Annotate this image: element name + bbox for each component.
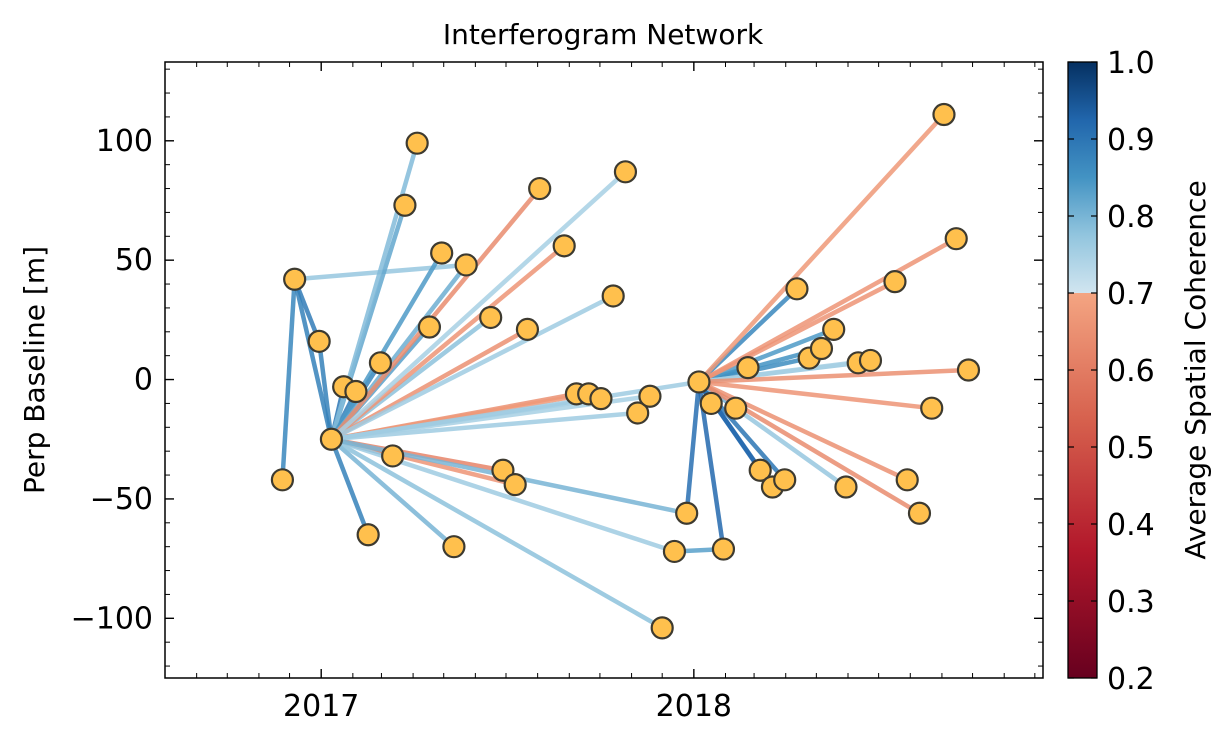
colorbar-tick-label: 0.7: [1107, 277, 1155, 312]
x-tick-label: 2017: [283, 689, 359, 724]
colorbar-tick-label: 0.6: [1107, 354, 1155, 389]
acquisition-point: [442, 535, 466, 559]
acquisition-point: [430, 241, 454, 265]
pair-line-d-t: [329, 187, 542, 441]
acquisition-point: [711, 537, 736, 561]
colorbar-tick-label: 0.8: [1107, 200, 1155, 235]
acquisition-point: [895, 468, 919, 492]
acquisition-point: [417, 315, 442, 339]
pair-line-af-ax: [698, 379, 932, 411]
acquisition-point: [503, 473, 527, 497]
pair-line-d-aa: [331, 410, 638, 442]
acquisition-point: [687, 370, 711, 394]
x-tick-label: 2018: [656, 689, 732, 724]
pair-line-a-b: [280, 279, 297, 480]
pair-line-af-az: [697, 236, 958, 384]
acquisition-point: [662, 539, 687, 564]
colorbar-tick-label: 0.2: [1107, 662, 1155, 697]
acquisition-point: [858, 348, 883, 373]
y-tick-label: 50: [115, 243, 153, 278]
acquisition-point: [393, 193, 417, 217]
pair-line-af-ba: [698, 367, 969, 385]
acquisition-point: [699, 391, 723, 416]
y-tick-label: −100: [71, 601, 153, 636]
acquisition-point: [675, 501, 699, 525]
pair-line-af-aq: [698, 327, 835, 385]
acquisition-point: [454, 253, 478, 277]
acquisition-point: [920, 396, 944, 420]
acquisition-point: [785, 277, 809, 301]
plot-frame: [164, 61, 1044, 679]
chart-title: Interferogram Network: [443, 18, 764, 51]
colorbar-tick-label: 1.0: [1107, 46, 1155, 81]
colorbar-low-segment: [1068, 293, 1097, 678]
pair-line-af-at: [698, 358, 871, 385]
acquisition-point: [638, 384, 662, 408]
colorbar: 1.0 0.9 0.8 0.7 0.6 0.5 0.4 0.3 0.2 Average Spati…: [1067, 46, 1212, 697]
acquisition-point: [650, 616, 674, 640]
pair-line-af-ae: [684, 381, 702, 514]
y-tick-label: 100: [96, 124, 153, 159]
acquisition-point: [932, 102, 956, 127]
acquisition-point: [601, 284, 625, 308]
acquisition-point: [368, 351, 393, 375]
pair-line-d-af: [331, 379, 700, 442]
acquisition-point: [283, 267, 307, 291]
pair-line-d-m: [329, 251, 444, 441]
acquisition-point: [344, 379, 368, 404]
acquisition-point: [528, 176, 552, 201]
axis-ticks: 100 50 0 −50 −100 2017 2018: [71, 62, 1043, 724]
y-tick-label: 0: [134, 363, 153, 398]
y-tick-label: −50: [90, 482, 153, 517]
acquisition-point: [515, 317, 540, 342]
pair-line-d-z: [329, 170, 627, 441]
acquisition-points: [270, 102, 981, 640]
pair-line-d-y: [330, 293, 615, 442]
acquisition-point: [479, 305, 503, 330]
colorbar-high-segment: [1068, 62, 1097, 293]
colorbar-tick-label: 0.4: [1107, 508, 1155, 543]
pair-line-af-ay: [697, 113, 946, 384]
acquisition-point: [724, 396, 748, 420]
acquisition-point: [907, 501, 932, 525]
acquisition-point: [883, 270, 907, 294]
colorbar-tick-label: 0.9: [1107, 123, 1155, 158]
acquisition-point: [626, 401, 650, 425]
acquisition-point: [589, 387, 613, 411]
acquisition-point: [356, 523, 380, 547]
pair-line-d-ac: [330, 437, 664, 630]
acquisition-point: [748, 458, 772, 482]
acquisition-point: [773, 468, 797, 492]
acquisition-point: [319, 427, 344, 451]
acquisition-point: [944, 227, 968, 251]
acquisition-point: [956, 358, 981, 382]
y-axis-title: Perp Baseline [m]: [18, 246, 51, 494]
colorbar-tick-label: 0.5: [1107, 431, 1155, 466]
pair-line-d-n: [329, 437, 456, 549]
acquisition-point: [552, 234, 576, 258]
acquisition-point: [613, 160, 638, 184]
acquisition-point: [307, 329, 331, 353]
acquisition-point: [809, 336, 834, 361]
acquisition-point: [270, 468, 295, 492]
acquisition-point: [381, 444, 405, 468]
acquisition-point: [405, 131, 429, 155]
acquisition-point: [834, 475, 858, 499]
acquisition-point: [736, 356, 760, 380]
acquisition-point: [822, 317, 846, 342]
pair-line-d-u: [329, 244, 566, 441]
colorbar-title: Average Spatial Coherence: [1179, 180, 1212, 559]
colorbar-tick-label: 0.3: [1107, 585, 1155, 620]
pair-line-b-d: [292, 278, 334, 440]
pair-line-d-g: [329, 438, 371, 536]
pair-line-af-ar: [697, 380, 848, 489]
